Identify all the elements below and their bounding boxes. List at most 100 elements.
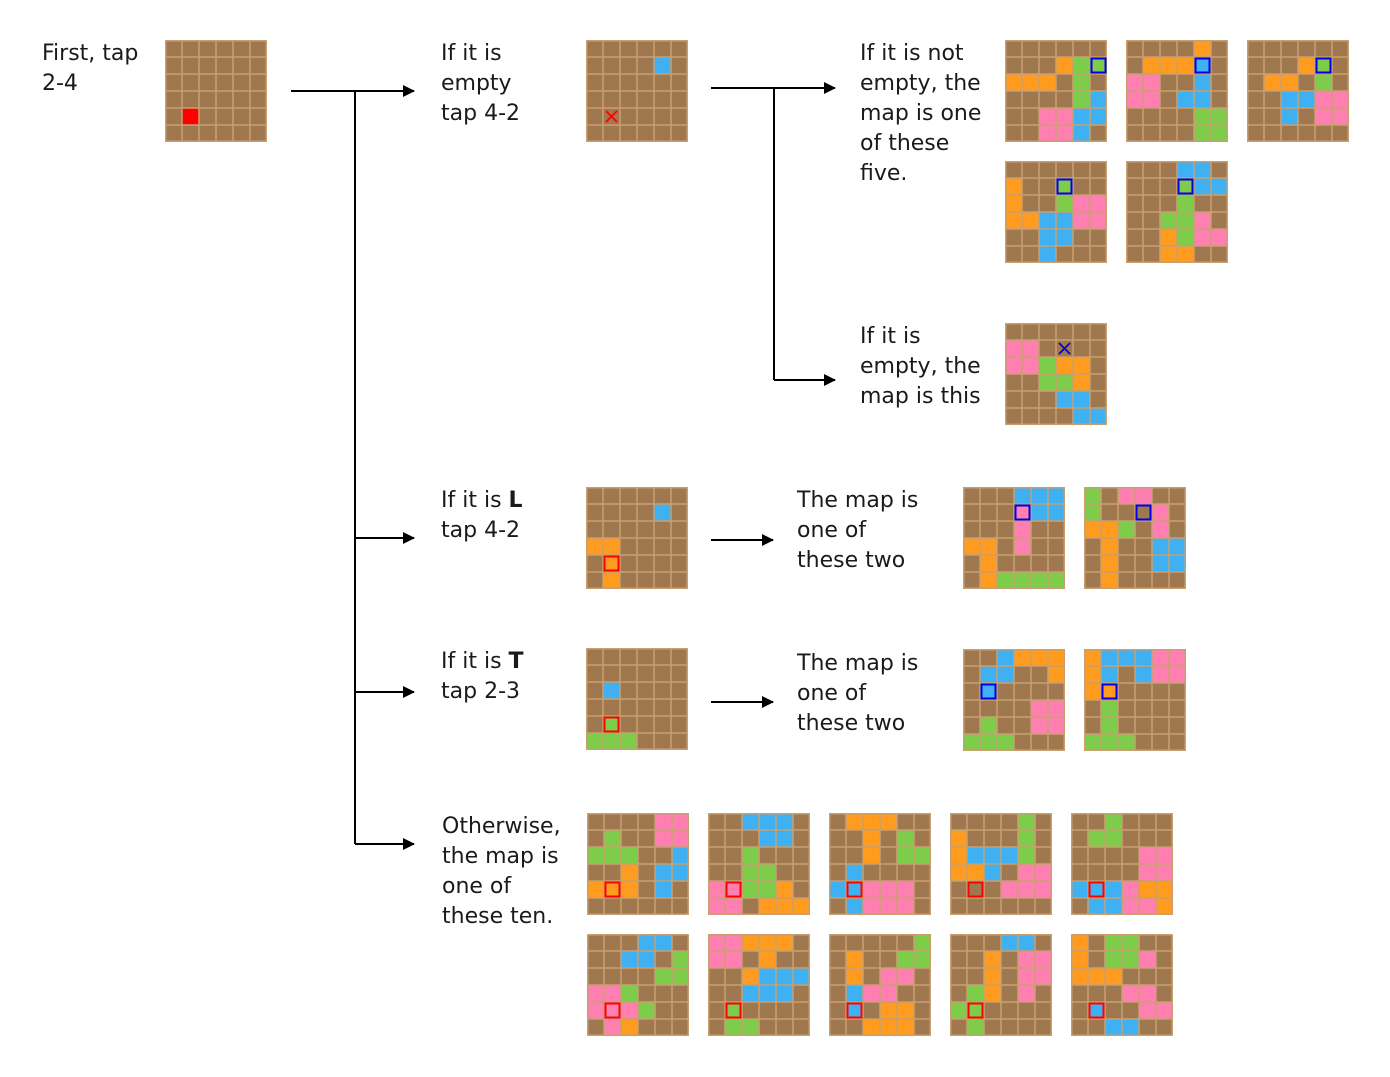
green-cell (638, 1002, 655, 1019)
pink-cell (708, 881, 725, 898)
blue-cell (1088, 881, 1105, 898)
label-line: tap 2-3 (441, 679, 520, 704)
orange-cell (1071, 934, 1088, 951)
orange-cell (863, 830, 880, 847)
green-cell (967, 985, 984, 1002)
blue-cell (1135, 666, 1152, 683)
green-cell (1122, 951, 1139, 968)
blue-cell (759, 813, 776, 830)
blue-cell (1152, 555, 1169, 572)
blue-cell (1298, 91, 1315, 108)
tapped-cell-highlight (725, 881, 742, 898)
pink-cell (1139, 985, 1156, 1002)
orange-cell (950, 864, 967, 881)
tapped-cell-highlight (1090, 57, 1107, 74)
pink-cell (1139, 898, 1156, 915)
green-cell (1056, 178, 1073, 195)
label-line: the map is (442, 844, 559, 869)
orange-cell (759, 898, 776, 915)
label-line: If it is (441, 41, 502, 66)
pink-cell (1048, 700, 1065, 717)
pink-cell (1122, 898, 1139, 915)
label-line: If it is T (441, 647, 524, 677)
label-empty-result: If it is empty, the map is this (860, 322, 981, 412)
pink-cell (1152, 521, 1169, 538)
label-line: If it is not (860, 41, 964, 66)
blue-cell (1073, 108, 1090, 125)
pink-cell (1332, 108, 1349, 125)
green-cell (620, 733, 637, 750)
board-t-tap (586, 648, 688, 750)
pink-cell (1035, 968, 1052, 985)
board-border (963, 487, 1065, 589)
pink-cell (725, 898, 742, 915)
orange-cell (980, 572, 997, 589)
label-line: these ten. (442, 904, 554, 929)
blue-cell (1194, 91, 1211, 108)
green-cell (1073, 57, 1090, 74)
orange-cell (1160, 57, 1177, 74)
label-line: these two (797, 711, 906, 736)
blue-cell (1177, 91, 1194, 108)
green-cell (1315, 74, 1332, 91)
pink-cell (1143, 74, 1160, 91)
orange-cell (1014, 649, 1031, 666)
blue-cell (776, 968, 793, 985)
pink-cell (587, 1002, 604, 1019)
green-cell (1315, 57, 1332, 74)
orange-cell (1005, 178, 1022, 195)
orange-cell (1073, 374, 1090, 391)
green-cell (1105, 813, 1122, 830)
orange-cell (1160, 229, 1177, 246)
tapped-cell-highlight (1135, 504, 1152, 521)
green-cell (967, 1019, 984, 1036)
orange-cell (863, 1019, 880, 1036)
green-cell (1056, 195, 1073, 212)
board-border (1126, 40, 1228, 142)
orange-cell (621, 881, 638, 898)
orange-cell (1022, 74, 1039, 91)
pink-cell (1035, 951, 1052, 968)
label-line: of these (860, 131, 950, 156)
orange-cell (880, 813, 897, 830)
label-line: empty (441, 71, 512, 96)
blue-cell (759, 968, 776, 985)
green-cell (1105, 830, 1122, 847)
pink-cell (1035, 881, 1052, 898)
board-border (1126, 161, 1228, 263)
board-five-5 (1126, 161, 1228, 263)
orange-cell (1177, 246, 1194, 263)
pink-cell (1005, 340, 1022, 357)
board-border (950, 813, 1052, 915)
green-cell (1018, 830, 1035, 847)
blue-cell (672, 864, 689, 881)
pink-cell (897, 968, 914, 985)
empty-cross-icon (1058, 342, 1071, 355)
label-l-result: The map is one of these two (797, 486, 918, 576)
green-cell (1088, 830, 1105, 847)
blue-cell (776, 830, 793, 847)
orange-cell (846, 951, 863, 968)
blue-cell (1101, 666, 1118, 683)
pink-cell (1048, 717, 1065, 734)
blue-cell (1048, 504, 1065, 521)
green-cell (742, 864, 759, 881)
green-cell (963, 734, 980, 751)
green-cell (1031, 572, 1048, 589)
board-border (1005, 323, 1107, 425)
pink-cell (1056, 125, 1073, 142)
orange-cell (1005, 212, 1022, 229)
orange-cell (1177, 57, 1194, 74)
blue-cell (638, 951, 655, 968)
orange-cell (1071, 951, 1088, 968)
tapped-cell-highlight (604, 881, 621, 898)
blue-cell (1073, 408, 1090, 425)
blue-cell (846, 881, 863, 898)
board-border (1071, 813, 1173, 915)
green-cell (621, 985, 638, 1002)
tapped-cell-highlight (1315, 57, 1332, 74)
green-cell (725, 1019, 742, 1036)
pink-cell (1031, 717, 1048, 734)
blue-cell (980, 683, 997, 700)
